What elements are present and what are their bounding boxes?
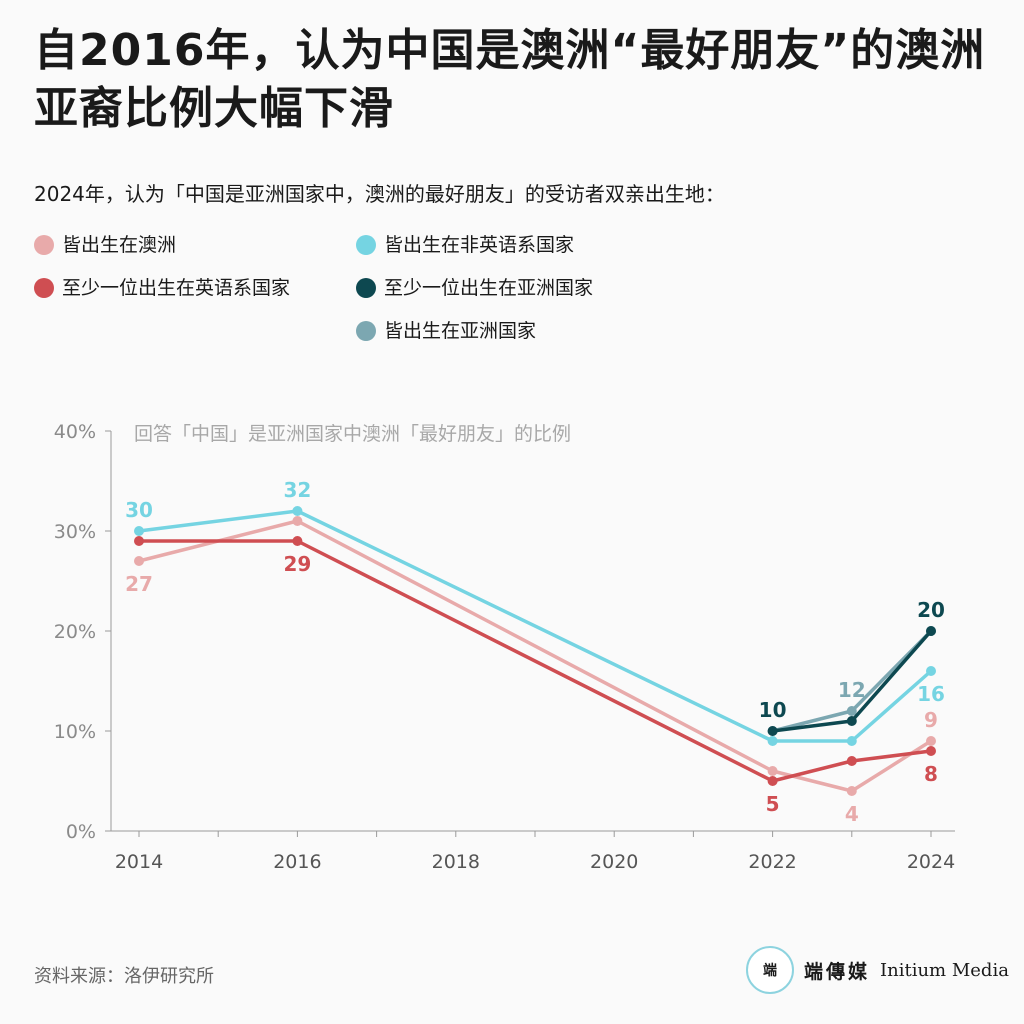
data-point	[134, 536, 144, 546]
series-line-group	[767, 626, 936, 736]
y-tick-label: 20%	[54, 621, 96, 643]
page-title: 自2016年，认为中国是澳洲“最好朋友”的澳洲亚裔比例大幅下滑	[34, 25, 986, 134]
legend-label: 皆出生在亚洲国家	[384, 320, 537, 342]
data-point	[767, 776, 778, 786]
legend: 皆出生在澳洲 皆出生在非英语系国家 至少一位出生在英语系国家 至少一位出生在亚洲…	[34, 230, 734, 350]
x-tick-label: 2022	[748, 851, 796, 873]
y-tick-label: 30%	[54, 521, 96, 543]
data-point	[292, 506, 303, 516]
data-label: 29	[283, 552, 311, 576]
data-point	[767, 726, 778, 736]
legend-label: 皆出生在澳洲	[62, 234, 177, 256]
series-line	[137, 509, 933, 743]
data-point	[292, 516, 303, 526]
x-tick-label: 2020	[590, 851, 638, 873]
data-point	[926, 626, 936, 636]
data-label-layer: 27 4 9 29 5 8 30 32 16 12 10 20	[125, 478, 945, 826]
data-label: 27	[125, 572, 153, 596]
data-label: 8	[924, 762, 938, 786]
legend-item-one-asia: 至少一位出生在亚洲国家	[356, 273, 593, 303]
brand-name-en: Initium Media	[880, 959, 1009, 981]
x-tick-label: 2014	[115, 851, 163, 873]
data-label: 5	[766, 792, 780, 816]
y-tick-label: 10%	[54, 721, 96, 743]
legend-swatch	[356, 278, 376, 298]
data-point	[846, 756, 857, 766]
data-point	[134, 526, 144, 536]
series-line	[137, 519, 933, 793]
data-label: 32	[283, 478, 311, 502]
series-layer	[134, 506, 936, 796]
x-axis: 2014 2016 2018 2020 2022 2024	[111, 830, 955, 873]
brand-name-cn: 端傳媒	[804, 960, 871, 983]
series-line-group	[134, 506, 936, 746]
chart-title: 回答「中国」是亚洲国家中澳洲「最好朋友」的比例	[134, 423, 571, 445]
data-point	[926, 746, 936, 756]
brand[interactable]: 端 端傳媒 Initium Media	[746, 946, 1009, 994]
legend-swatch	[356, 321, 376, 341]
legend-swatch	[356, 235, 376, 255]
data-point	[926, 736, 936, 746]
legend-label: 至少一位出生在英语系国家	[62, 277, 291, 299]
series-line	[137, 539, 933, 783]
data-point	[846, 706, 857, 716]
data-point	[846, 716, 857, 726]
data-point	[292, 536, 303, 546]
legend-item-both-asia: 皆出生在亚洲国家	[356, 316, 536, 346]
data-label: 30	[125, 498, 153, 522]
source-note: 资料来源：洛伊研究所	[34, 966, 214, 987]
data-point	[767, 766, 778, 776]
series-line-group	[134, 536, 936, 786]
data-label: 16	[917, 682, 945, 706]
legend-item-born-non-english: 皆出生在非英语系国家	[356, 230, 574, 260]
legend-label: 皆出生在非英语系国家	[384, 234, 575, 256]
line-chart: 0%10%20%30%40% 2014 2016 2018 2020 2022 2024 …	[54, 421, 955, 873]
data-point	[767, 736, 778, 746]
data-label: 12	[838, 678, 866, 702]
chart-subtitle: 2024年，认为「中国是亚洲国家中，澳洲的最好朋友」的受访者双亲出生地：	[34, 182, 725, 206]
data-point	[846, 786, 857, 796]
data-label: 9	[924, 708, 938, 732]
legend-swatch	[34, 278, 54, 298]
y-axis: 0% 10% 20% 30% 40%	[54, 421, 112, 843]
x-tick-label: 2016	[273, 851, 321, 873]
data-label: 10	[759, 698, 787, 722]
x-tick-label: 2018	[432, 851, 480, 873]
data-label: 4	[845, 802, 859, 826]
data-point	[846, 736, 857, 746]
legend-item-one-english: 至少一位出生在英语系国家	[34, 273, 290, 303]
data-point	[134, 556, 144, 566]
legend-label: 至少一位出生在亚洲国家	[384, 277, 594, 299]
legend-swatch	[34, 235, 54, 255]
x-tick-label: 2024	[907, 851, 955, 873]
y-tick-label: 40%	[54, 421, 96, 443]
series-line-group	[134, 516, 936, 796]
y-tick-label: 0%	[66, 821, 96, 843]
data-label: 20	[917, 598, 945, 622]
data-point	[926, 666, 936, 676]
legend-item-born-australia: 皆出生在澳洲	[34, 230, 176, 260]
brand-logo-icon: 端	[746, 946, 794, 994]
